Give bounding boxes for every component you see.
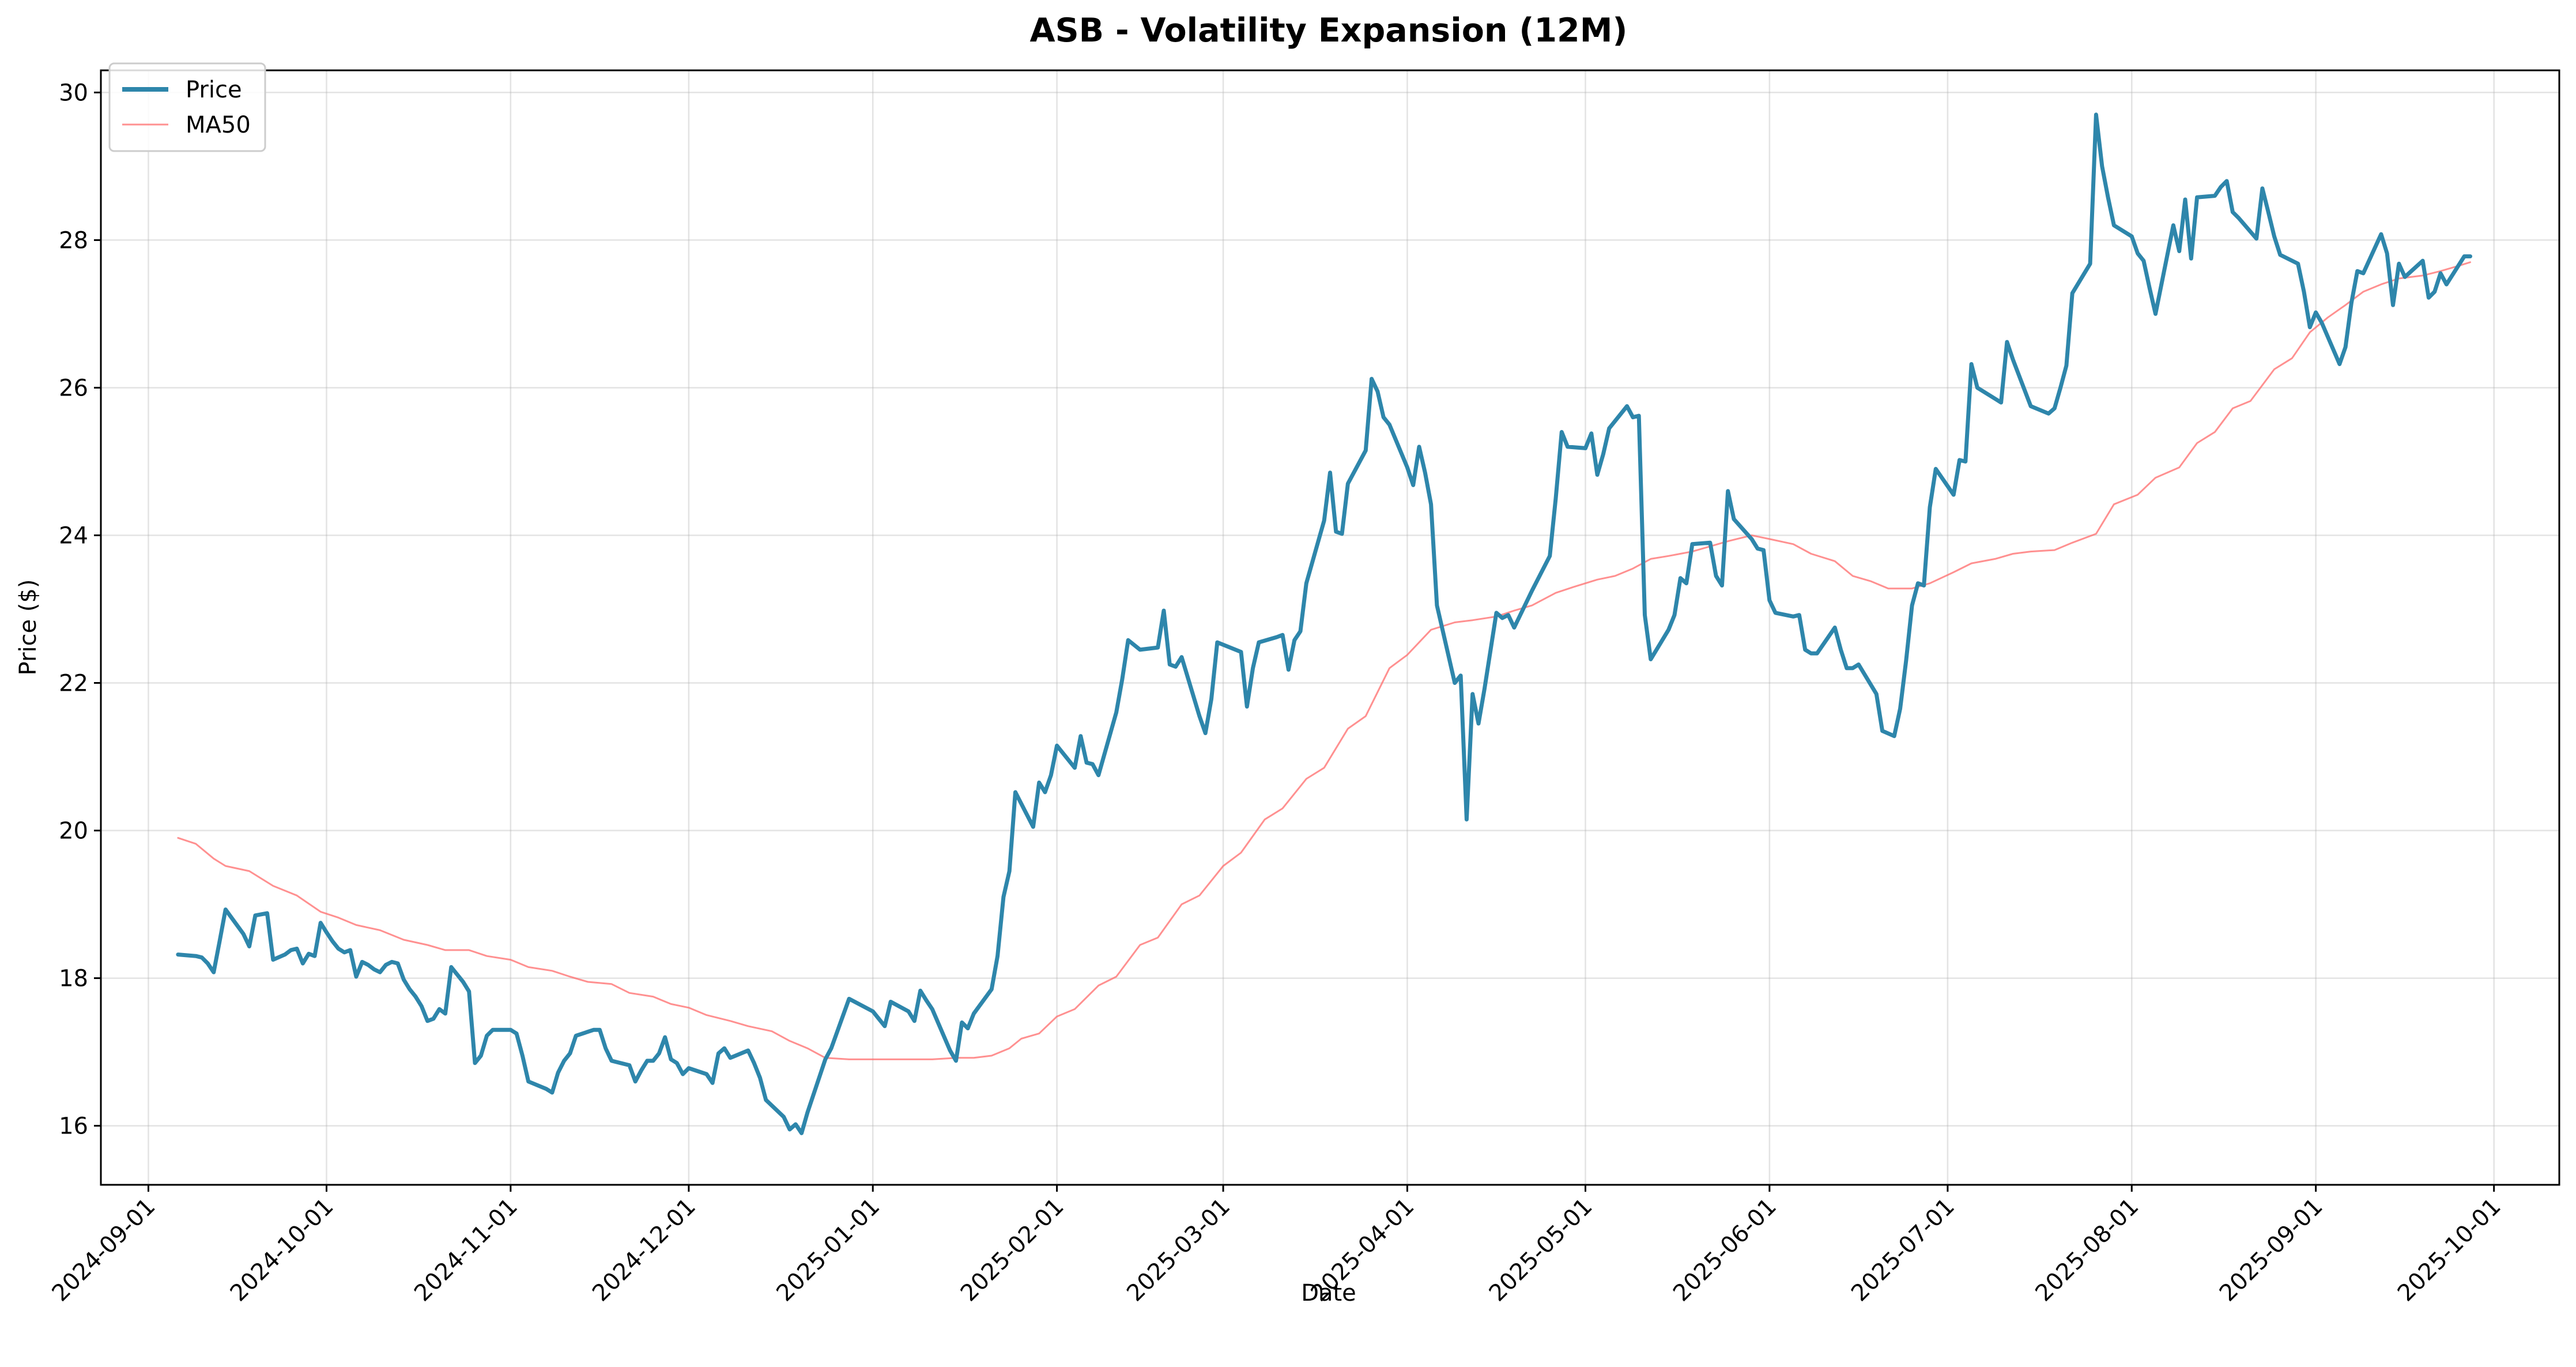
- y-tick-label: 18: [59, 966, 88, 992]
- y-tick-label: 26: [59, 375, 88, 401]
- series-layer: [176, 112, 2472, 1135]
- y-axis: 16 18 20 22 24 26 28 30: [59, 80, 101, 1140]
- chart-title: ASB - Volatility Expansion (12M): [1030, 12, 1628, 50]
- y-tick-label: 28: [59, 227, 88, 254]
- y-tick-label: 24: [59, 522, 88, 549]
- y-tick-label: 16: [59, 1113, 88, 1140]
- x-axis-label: Date: [1301, 1280, 1356, 1306]
- ma50-line: [177, 261, 2471, 1060]
- plot-area-frame: [100, 69, 2560, 1186]
- legend-price-label: Price: [186, 77, 242, 103]
- y-tick-label: 30: [59, 80, 88, 106]
- legend-box: [108, 62, 266, 152]
- legend-ma50-label: MA50: [186, 112, 251, 138]
- legend: Price MA50: [108, 62, 266, 152]
- price-line: [176, 112, 2472, 1135]
- y-tick-label: 22: [59, 671, 88, 697]
- grid-lines: [101, 70, 2559, 1185]
- y-axis-label: Price ($): [15, 579, 42, 676]
- y-tick-label: 20: [59, 818, 88, 845]
